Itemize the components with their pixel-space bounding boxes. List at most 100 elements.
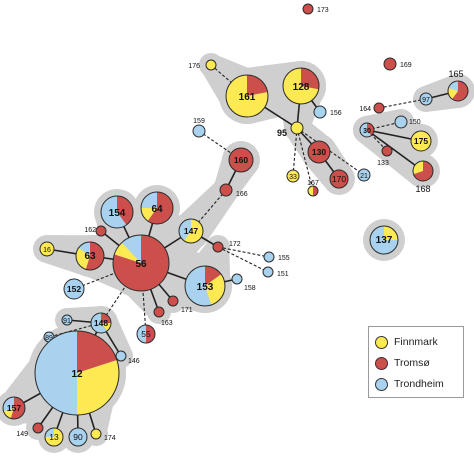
node-147-outline [178, 218, 204, 244]
node-173 [302, 3, 314, 15]
node-173-tromso-slice [303, 4, 313, 14]
node-155-trondheim-slice [264, 252, 274, 262]
legend-label-trondheim: Trondheim [394, 378, 444, 390]
node-169-outline [383, 57, 397, 71]
node-label-160: 160 [234, 155, 248, 165]
node-155 [263, 251, 275, 263]
node-160: 160 [228, 147, 254, 173]
node-148: 148 [90, 312, 112, 334]
node-128: 128 [282, 67, 320, 105]
legend-label-finnmark: Finnmark [394, 336, 438, 348]
node-64-outline [140, 191, 174, 225]
node-label-174: 174 [104, 435, 116, 442]
node-146-trondheim-slice [116, 351, 126, 361]
node-168 [412, 160, 434, 182]
node-63-trondheim-slice [78, 242, 90, 256]
node-91-outline [61, 314, 73, 326]
node-156-outline [313, 105, 327, 119]
node-164-outline [373, 102, 385, 114]
node-161: 161 [225, 74, 269, 118]
node-16: 16 [39, 241, 55, 257]
node-130-outline [307, 140, 331, 164]
node-label-55: 55 [141, 329, 151, 339]
node-label-157: 157 [7, 403, 21, 413]
node-21-trondheim-slice [358, 169, 370, 181]
node-label-155: 155 [278, 255, 290, 262]
node-label-150: 150 [409, 119, 421, 126]
node-21: 21 [357, 168, 371, 182]
node-label-162: 162 [84, 227, 96, 234]
node-172-outline [212, 241, 224, 253]
node-161-outline [225, 74, 269, 118]
node-160-tromso-slice [229, 148, 253, 172]
node-33-outline [286, 169, 300, 183]
node-176 [205, 59, 217, 71]
node-95-outline [290, 121, 304, 135]
node-label-154: 154 [109, 208, 126, 219]
node-148-outline [90, 312, 112, 334]
node-12-outline [34, 330, 120, 416]
node-158-trondheim-slice [232, 274, 242, 284]
node-147-finnmark-slice [183, 219, 203, 243]
node-91: 91 [61, 314, 73, 326]
node-64-finnmark-slice [141, 208, 157, 221]
node-label-163: 163 [161, 320, 173, 327]
node-label-158: 158 [244, 285, 256, 292]
node-55: 55 [136, 324, 156, 344]
node-149 [32, 422, 44, 434]
node-170-outline [329, 169, 349, 189]
node-label-133: 133 [377, 160, 389, 167]
node-175-outline [410, 130, 432, 152]
node-152-outline [63, 278, 85, 300]
node-165-outline [447, 80, 469, 102]
node-137: 137 [369, 225, 399, 255]
node-171-outline [167, 295, 179, 307]
node-158-outline [231, 273, 243, 285]
node-172-tromso-slice [213, 242, 223, 252]
node-137-finnmark-slice [384, 226, 398, 240]
node-173-outline [302, 3, 314, 15]
node-149-tromso-slice [33, 423, 43, 433]
node-147-trondheim-slice [179, 219, 191, 241]
edge-30-168 [366, 129, 424, 172]
node-158 [231, 273, 243, 285]
node-137-outline [369, 225, 399, 255]
node-63-tromso-slice [85, 242, 105, 270]
node-164 [373, 102, 385, 114]
node-165-trondheim-slice [448, 81, 458, 91]
node-90-outline [68, 427, 88, 447]
node-label-166: 166 [236, 191, 248, 198]
node-label-12: 12 [71, 369, 83, 380]
node-130: 130 [307, 140, 331, 164]
node-167-outline [307, 185, 319, 197]
node-153-outline [184, 265, 226, 307]
node-label-16: 16 [43, 247, 51, 254]
node-label-146: 146 [128, 358, 140, 365]
node-95 [290, 121, 304, 135]
node-167 [307, 185, 319, 197]
node-label-165: 165 [448, 69, 463, 79]
node-154-trondheim-slice [101, 196, 127, 228]
node-label-156: 156 [330, 110, 342, 117]
node-95-finnmark-slice [291, 122, 303, 134]
node-154: 154 [100, 195, 134, 229]
node-159-trondheim-slice [193, 125, 205, 137]
node-175-finnmark-slice [411, 131, 431, 151]
edge-95-167 [296, 127, 314, 192]
node-153-trondheim-slice [184, 266, 212, 306]
node-label-130: 130 [312, 147, 326, 157]
node-169 [383, 57, 397, 71]
node-label-159: 159 [193, 118, 205, 125]
node-91-trondheim-slice [62, 315, 72, 325]
node-64-trondheim-slice [141, 192, 157, 208]
node-146-outline [115, 350, 127, 362]
node-168-finnmark-slice [413, 161, 423, 175]
node-90: 90 [68, 427, 88, 447]
node-55-trondheim-slice [137, 325, 146, 343]
edge-95-33 [292, 127, 298, 177]
node-63-outline [75, 241, 105, 271]
node-13-trondheim-slice [45, 428, 54, 437]
node-12-trondheim-slice [35, 331, 77, 415]
node-174-outline [90, 428, 102, 440]
